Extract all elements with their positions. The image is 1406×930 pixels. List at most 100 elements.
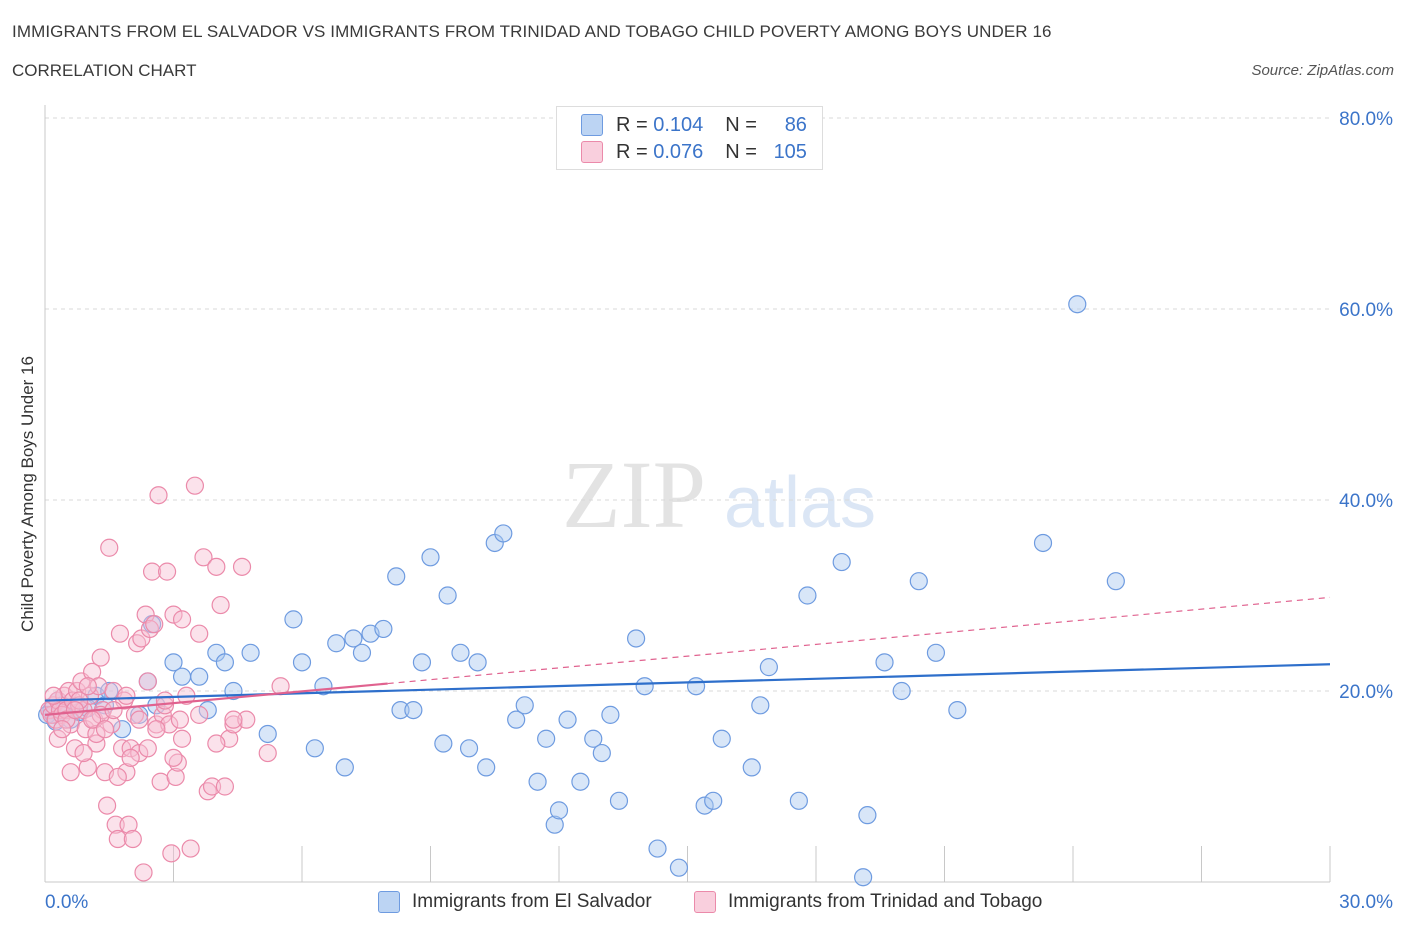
data-point	[459, 739, 479, 758]
stats-legend: R = 0.104 N = 86 R = 0.076 N = 105	[556, 106, 823, 170]
legend-r-value: 0.076	[653, 140, 704, 163]
data-point	[78, 758, 97, 777]
chart-title: IMMIGRANTS FROM EL SALVADOR VS IMMIGRANT…	[12, 22, 1052, 41]
trend-line-trinidad-dashed	[387, 596, 1331, 685]
legend-swatch-pink	[581, 141, 603, 163]
data-point	[87, 724, 106, 744]
data-point	[305, 739, 324, 758]
data-point	[166, 767, 185, 787]
y-axis-label: Child Poverty Among Boys Under 16	[18, 356, 37, 632]
data-point	[147, 720, 166, 739]
data-point	[106, 815, 125, 834]
data-point	[695, 796, 714, 815]
data-point	[352, 643, 372, 662]
data-point	[404, 700, 423, 720]
data-point	[875, 653, 894, 672]
data-point	[477, 758, 496, 777]
data-point	[53, 720, 72, 739]
data-point	[704, 791, 723, 810]
data-point	[65, 739, 85, 758]
data-point	[185, 476, 205, 495]
data-point	[215, 653, 234, 672]
data-point	[592, 743, 611, 763]
data-point	[344, 629, 363, 648]
data-point	[194, 548, 213, 567]
data-point	[207, 557, 226, 576]
data-point	[434, 734, 453, 753]
legend-r-label: R =	[616, 140, 648, 163]
data-point	[170, 710, 190, 729]
data-point	[284, 610, 303, 629]
data-point	[549, 801, 569, 820]
legend-swatch-blue	[581, 114, 603, 136]
data-point	[421, 548, 440, 567]
legend-n-value: 105	[773, 140, 807, 163]
data-point	[65, 700, 85, 720]
data-point	[172, 729, 192, 748]
data-point	[759, 658, 778, 677]
data-point	[232, 557, 252, 576]
series-trinidad-points	[40, 476, 290, 882]
data-point	[164, 748, 183, 767]
data-point	[909, 572, 928, 591]
data-point	[438, 586, 457, 605]
data-point	[207, 734, 226, 753]
watermark-atlas: atlas	[724, 463, 876, 543]
data-point	[121, 748, 140, 767]
data-point	[1106, 572, 1125, 591]
y-tick-label: 80.0%	[1339, 109, 1393, 130]
data-point	[926, 643, 946, 662]
data-point	[335, 758, 354, 777]
data-point	[224, 710, 243, 729]
y-tick-label: 60.0%	[1339, 300, 1393, 321]
legend-n-value: 86	[784, 113, 807, 136]
data-point	[98, 796, 117, 815]
data-point	[601, 705, 620, 724]
data-point	[151, 772, 170, 791]
data-point	[832, 552, 851, 572]
data-point	[61, 763, 80, 782]
data-point	[327, 634, 346, 653]
data-point	[241, 643, 260, 662]
data-point	[558, 710, 577, 729]
data-point	[147, 715, 166, 734]
watermark-zip: ZIP	[562, 441, 706, 548]
data-point	[686, 677, 706, 696]
bottom-legend-label: Immigrants from El Salvador	[412, 891, 652, 912]
data-point	[374, 619, 393, 639]
legend-n-label: N =	[725, 113, 757, 136]
data-point	[528, 772, 547, 791]
data-point	[571, 772, 590, 791]
data-point	[258, 724, 277, 744]
data-point	[138, 672, 157, 691]
data-point	[858, 806, 877, 825]
data-point	[95, 720, 115, 739]
data-point	[134, 863, 153, 882]
data-point	[164, 605, 183, 624]
data-point	[138, 739, 157, 758]
data-point	[537, 729, 556, 748]
source-credit: Source: ZipAtlas.com	[1251, 62, 1394, 79]
data-point	[48, 729, 67, 748]
data-point	[789, 791, 808, 810]
data-point	[1068, 295, 1087, 314]
data-point	[145, 615, 164, 634]
trend-line-trinidad	[44, 682, 388, 716]
data-point	[78, 677, 97, 696]
watermark: ZIP atlas	[562, 441, 876, 548]
bottom-legend-swatch-pink	[694, 891, 716, 913]
data-point	[648, 839, 667, 858]
legend-row-trinidad: R = 0.076 N = 105	[581, 139, 807, 165]
data-point	[149, 486, 168, 505]
legend-r-value: 0.104	[653, 113, 704, 136]
data-point	[1033, 533, 1053, 553]
data-point	[948, 700, 967, 720]
data-point	[515, 696, 534, 715]
data-point	[108, 829, 127, 849]
data-point	[162, 844, 181, 863]
data-point	[412, 653, 432, 672]
grid-lines	[45, 117, 1330, 692]
data-point	[130, 743, 149, 763]
data-point	[130, 710, 149, 729]
data-point	[451, 643, 470, 662]
